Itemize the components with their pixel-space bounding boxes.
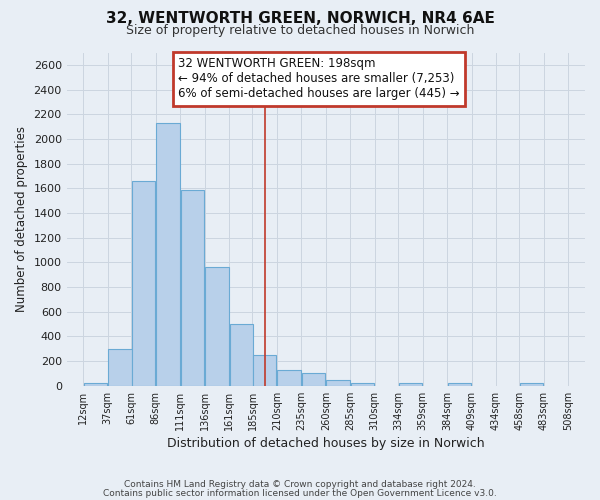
Bar — [520, 384, 544, 386]
Bar — [277, 370, 301, 386]
Bar — [448, 384, 471, 386]
Bar — [84, 384, 107, 386]
Text: 32 WENTWORTH GREEN: 198sqm
← 94% of detached houses are smaller (7,253)
6% of se: 32 WENTWORTH GREEN: 198sqm ← 94% of deta… — [178, 58, 460, 100]
Bar — [398, 384, 422, 386]
Bar — [230, 324, 253, 386]
Bar — [253, 355, 277, 386]
Y-axis label: Number of detached properties: Number of detached properties — [15, 126, 28, 312]
Bar — [326, 380, 350, 386]
Text: 32, WENTWORTH GREEN, NORWICH, NR4 6AE: 32, WENTWORTH GREEN, NORWICH, NR4 6AE — [106, 11, 494, 26]
Text: Contains public sector information licensed under the Open Government Licence v3: Contains public sector information licen… — [103, 488, 497, 498]
Bar — [205, 268, 229, 386]
X-axis label: Distribution of detached houses by size in Norwich: Distribution of detached houses by size … — [167, 437, 485, 450]
Bar — [302, 374, 325, 386]
Bar — [132, 181, 155, 386]
Text: Contains HM Land Registry data © Crown copyright and database right 2024.: Contains HM Land Registry data © Crown c… — [124, 480, 476, 489]
Text: Size of property relative to detached houses in Norwich: Size of property relative to detached ho… — [126, 24, 474, 37]
Bar — [351, 384, 374, 386]
Bar — [108, 349, 132, 386]
Bar — [181, 190, 204, 386]
Bar — [156, 123, 179, 386]
